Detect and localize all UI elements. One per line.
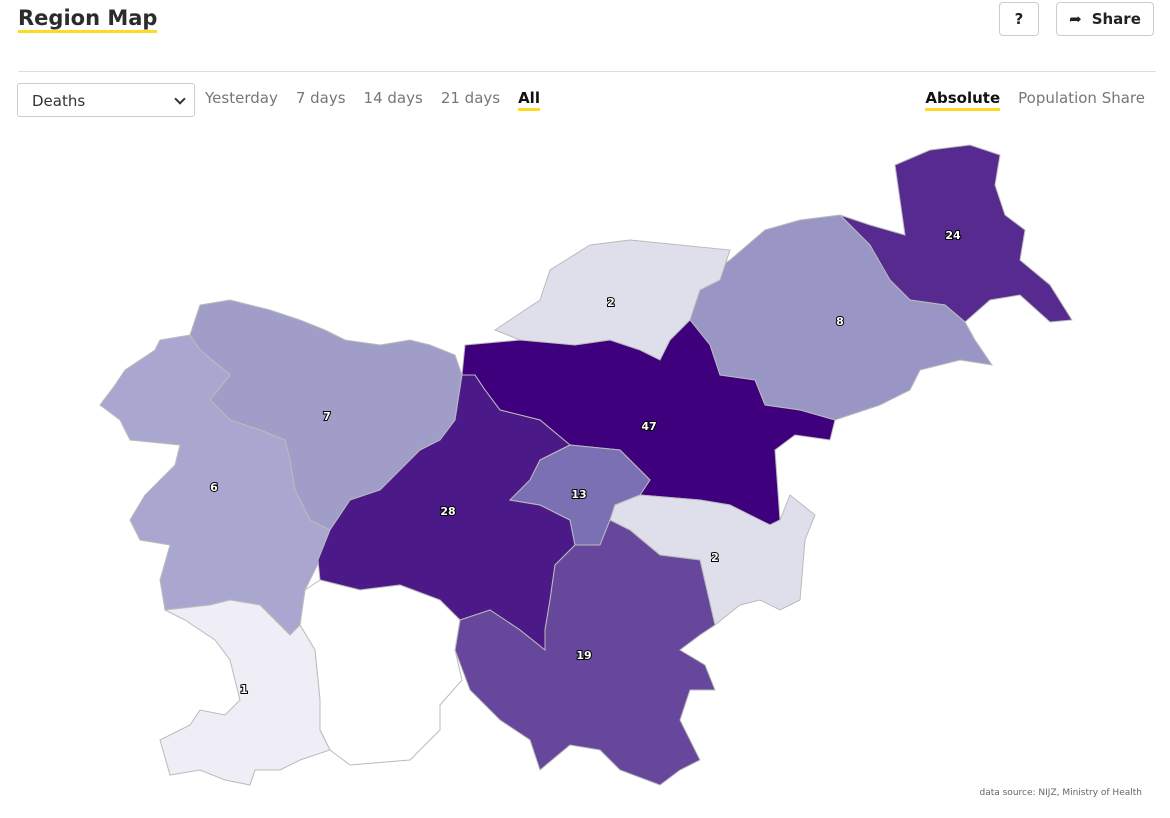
divider <box>18 71 1156 72</box>
measure-select[interactable]: Deaths <box>17 83 195 117</box>
region-label: 2 <box>607 296 615 309</box>
region-label: 8 <box>836 315 844 328</box>
share-label: Share <box>1091 10 1141 28</box>
mode-option[interactable]: Absolute <box>925 89 1001 111</box>
period-option[interactable]: 14 days <box>363 89 423 107</box>
region-label: 47 <box>641 420 656 433</box>
region-label: 1 <box>240 683 248 696</box>
mode-options: Absolute Population Share <box>925 89 1145 111</box>
region <box>299 579 463 766</box>
share-button[interactable]: ➦ Share <box>1056 2 1154 36</box>
data-source: data source: NIJZ, Ministry of Health <box>979 788 1142 798</box>
period-option[interactable]: 21 days <box>440 89 501 107</box>
period-option[interactable]: 7 days <box>295 89 346 107</box>
region-label: 6 <box>210 481 218 494</box>
period-option[interactable]: All <box>518 89 540 111</box>
page-title: Region Map <box>18 6 158 33</box>
region-label: 19 <box>576 649 591 662</box>
region-label: 2 <box>711 551 719 564</box>
help-button[interactable]: ? <box>999 2 1039 36</box>
period-option[interactable]: Yesterday <box>205 89 278 107</box>
region <box>159 599 331 786</box>
region-label: 7 <box>323 410 331 423</box>
share-icon: ➦ <box>1069 10 1082 28</box>
region <box>454 519 716 786</box>
region-label: 24 <box>945 229 961 242</box>
mode-option[interactable]: Population Share <box>1018 89 1145 107</box>
region-label: 28 <box>440 505 455 518</box>
period-options: Yesterday 7 days 14 days 21 days All <box>205 89 540 111</box>
region-label: 13 <box>571 488 586 501</box>
